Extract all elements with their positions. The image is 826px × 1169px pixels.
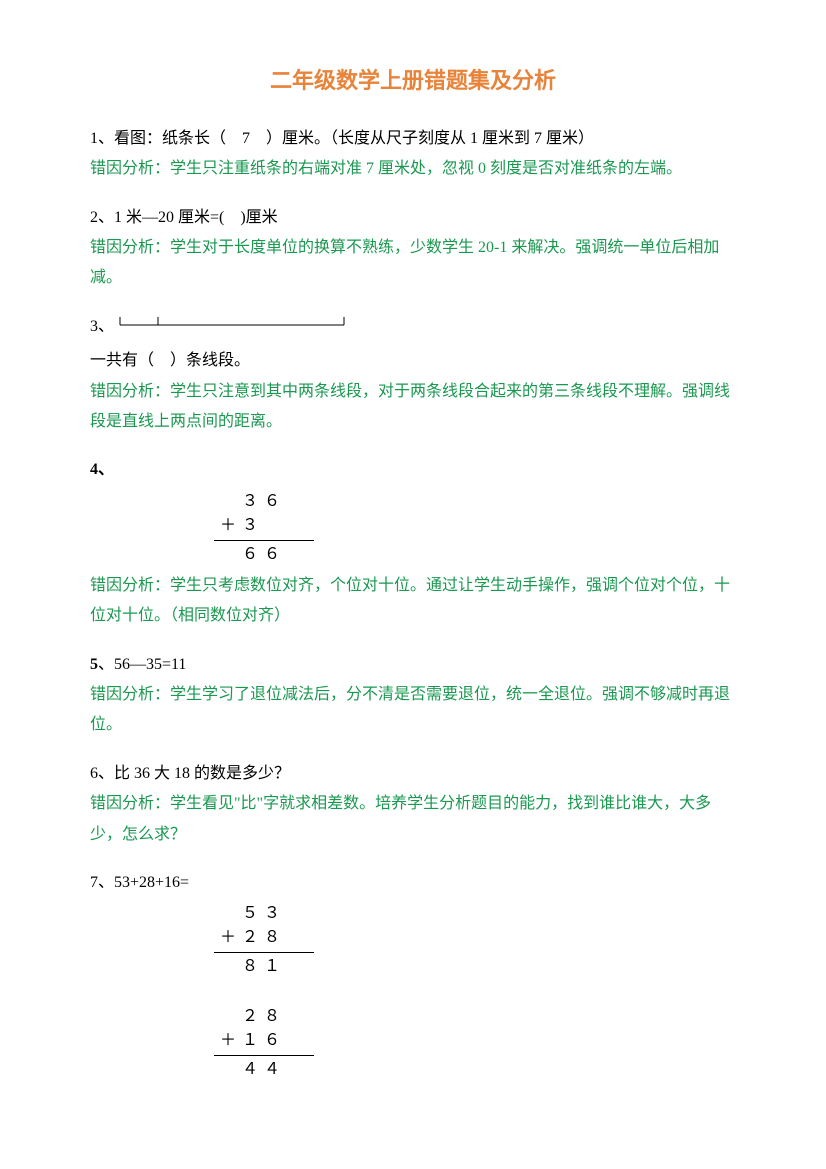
q7b-row2: ＋１６	[220, 1029, 736, 1053]
question-2: 2、1 米―20 厘米=( )厘米 错因分析：学生对于长度单位的换算不熟练，少数…	[90, 203, 736, 294]
q1-analysis: 错因分析：学生只注重纸条的右端对准 7 厘米处，忽视 0 刻度是否对准纸条的左端…	[90, 154, 736, 184]
q7a-rule	[214, 952, 314, 953]
q7b-result: ４４	[220, 1058, 736, 1082]
q7a-row2: ＋２８	[220, 926, 736, 950]
question-1: 1、看图：纸条长（ 7 ）厘米。（长度从尺子刻度从 1 厘米到 7 厘米） 错因…	[90, 124, 736, 185]
line-segment-diagram	[118, 312, 348, 342]
q4-label: 4、	[90, 455, 736, 485]
q6-analysis: 错因分析：学生看见"比"字就求相差数。培养学生分析题目的能力，找到谁比谁大，大多…	[90, 789, 736, 850]
page-title: 二年级数学上册错题集及分析	[90, 60, 736, 102]
question-4: 4、 ３６ ＋３ ６６ 错因分析：学生只考虑数位对齐，个位对十位。通过让学生动手…	[90, 455, 736, 631]
q4-rule	[214, 540, 314, 541]
q2-analysis: 错因分析：学生对于长度单位的换算不熟练，少数学生 20-1 来解决。强调统一单位…	[90, 233, 736, 294]
q7-text: 7、53+28+16=	[90, 868, 736, 898]
question-6: 6、比 36 大 18 的数是多少？ 错因分析：学生看见"比"字就求相差数。培养…	[90, 759, 736, 850]
q6-text: 6、比 36 大 18 的数是多少？	[90, 759, 736, 789]
q3-analysis: 错因分析：学生只注意到其中两条线段，对于两条线段合起来的第三条线段不理解。强调线…	[90, 377, 736, 438]
q2-text: 2、1 米―20 厘米=( )厘米	[90, 203, 736, 233]
q7b-row1: ２８	[220, 1005, 736, 1029]
q5-text: 5、56―35=11	[90, 650, 736, 680]
question-7: 7、53+28+16= ５３ ＋２８ ８１ ２８ ＋１６ ４４	[90, 868, 736, 1082]
q4-row1: ３６	[220, 490, 736, 514]
q4-vertical-math: ３６ ＋３ ６６	[220, 490, 736, 567]
q7b-rule	[214, 1055, 314, 1056]
question-3: 3、 一共有（ ）条线段。 错因分析：学生只注意到其中两条线段，对于两条线段合起…	[90, 312, 736, 438]
q1-text: 1、看图：纸条长（ 7 ）厘米。（长度从尺子刻度从 1 厘米到 7 厘米）	[90, 124, 736, 154]
q3-sub: 一共有（ ）条线段。	[90, 346, 736, 376]
q3-line1: 3、	[90, 312, 736, 343]
q7-vertical-math-2: ２８ ＋１６ ４４	[220, 1005, 736, 1082]
q5-analysis: 错因分析：学生学习了退位减法后，分不清是否需要退位，统一全退位。强调不够减时再退…	[90, 680, 736, 741]
q4-analysis: 错因分析：学生只考虑数位对齐，个位对十位。通过让学生动手操作，强调个位对个位，十…	[90, 571, 736, 632]
question-5: 5、56―35=11 错因分析：学生学习了退位减法后，分不清是否需要退位，统一全…	[90, 650, 736, 741]
q7-vertical-math-1: ５３ ＋２８ ８１	[220, 902, 736, 979]
q4-row2: ＋３	[220, 514, 736, 538]
q4-result: ６６	[220, 543, 736, 567]
q7a-result: ８１	[220, 955, 736, 979]
q3-prefix: 3、	[90, 318, 114, 335]
q7a-row1: ５３	[220, 902, 736, 926]
